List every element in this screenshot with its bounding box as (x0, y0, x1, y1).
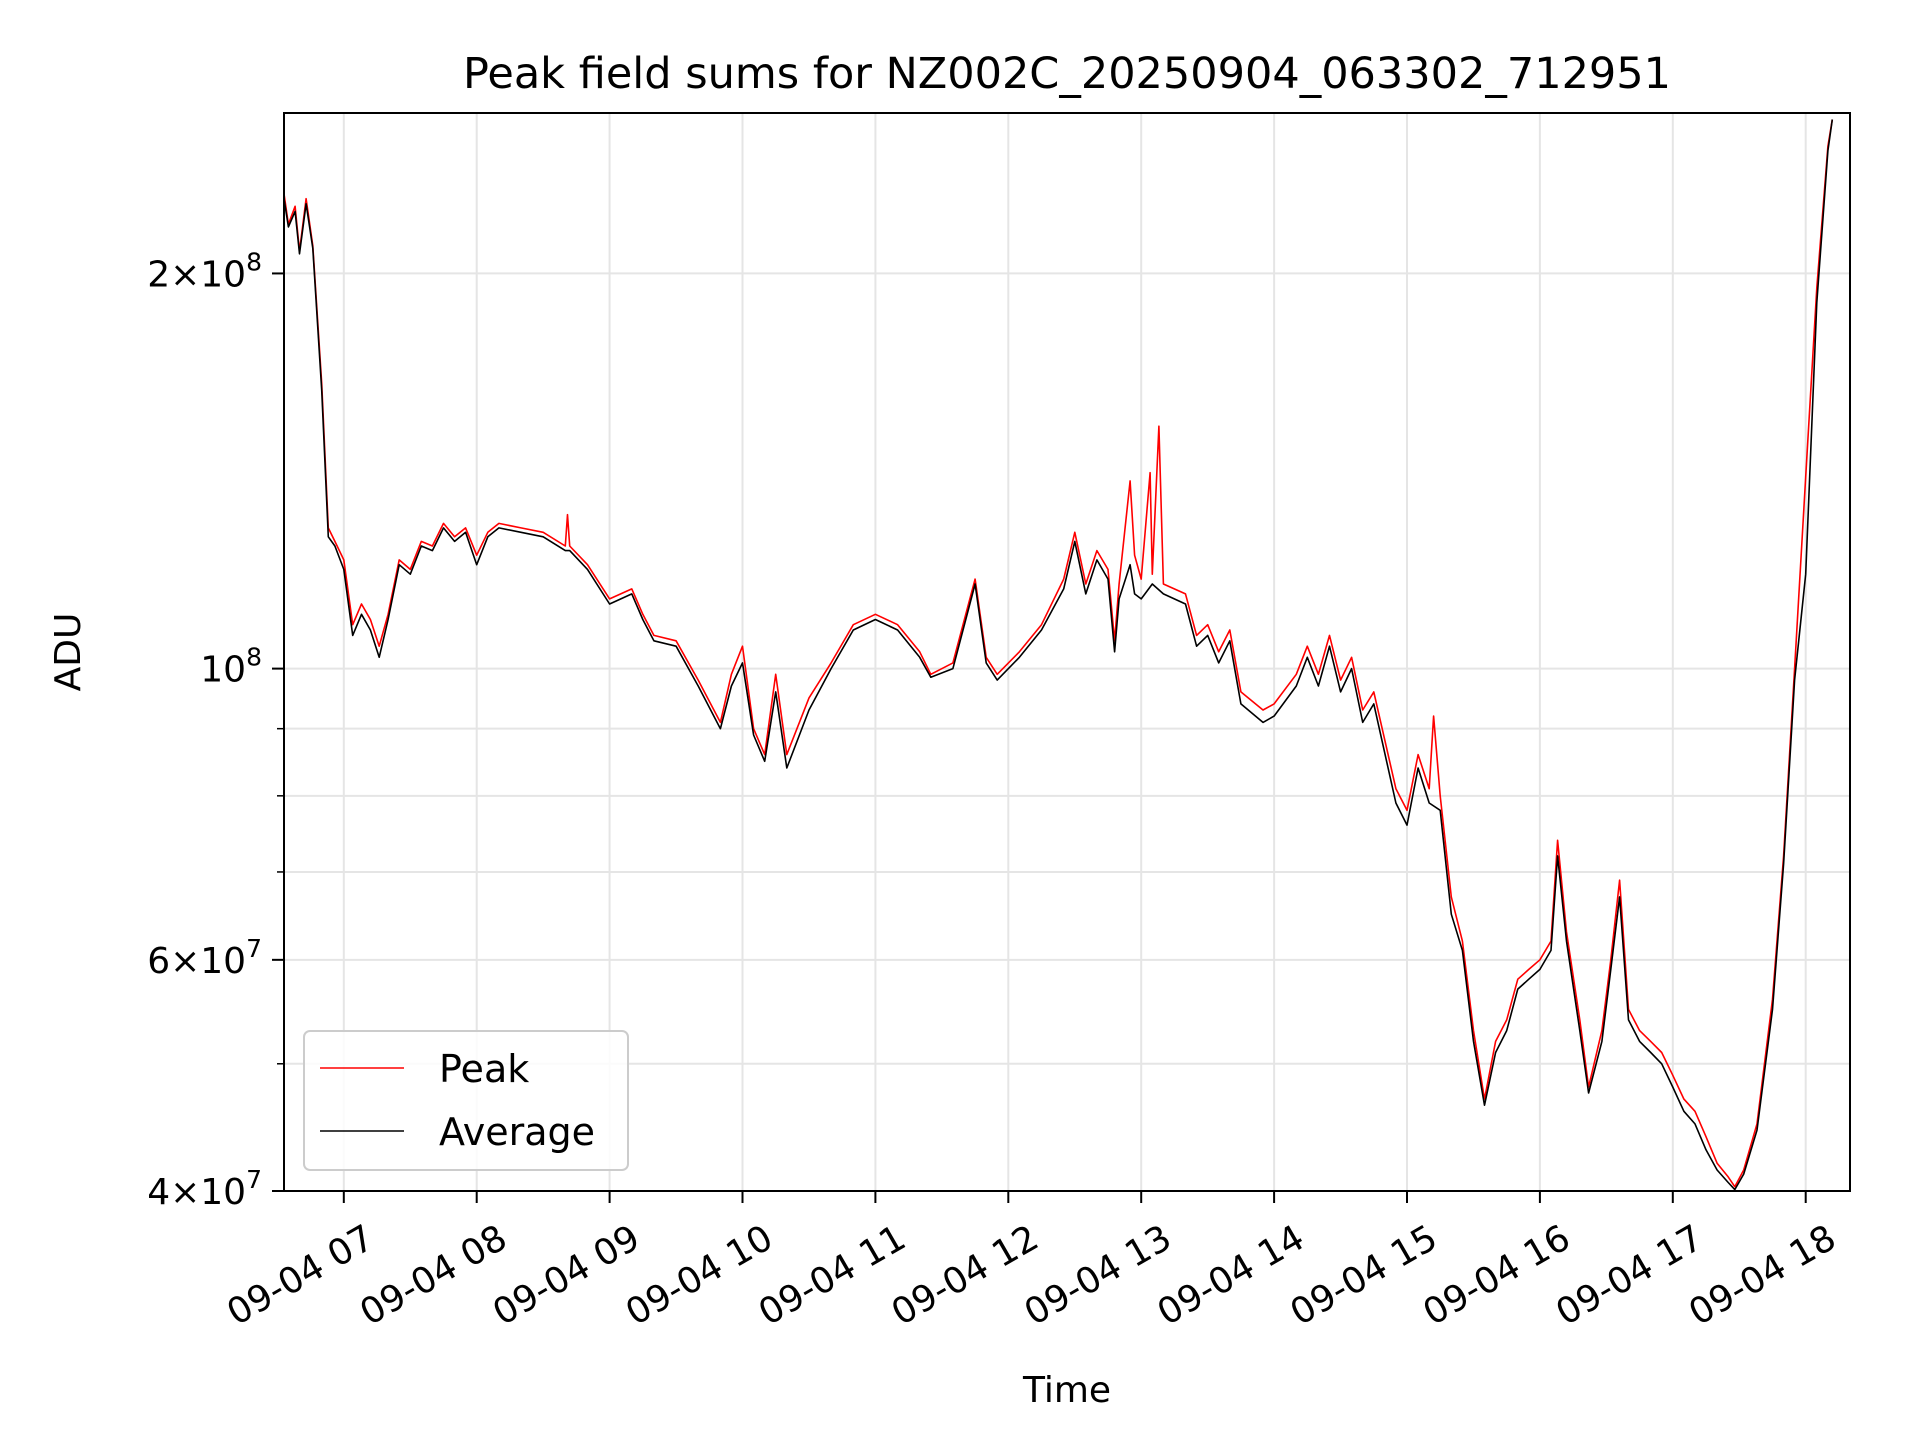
legend-label-average: Average (439, 1110, 595, 1154)
y-tick-label: 2×108 (147, 247, 262, 295)
legend-label-peak: Peak (439, 1047, 529, 1091)
legend: Peak Average (303, 1030, 629, 1171)
y-tick-label: 4×107 (147, 1165, 262, 1213)
series-line-average (283, 119, 1834, 1191)
legend-box (303, 1030, 629, 1171)
chart-title: Peak field sums for NZ002C_20250904_0633… (463, 49, 1671, 99)
plot-series (283, 119, 1834, 1191)
y-tick-label: 108 (200, 643, 262, 691)
y-axis: 2×108 108 6×107 4×107 (147, 247, 284, 1213)
series-line-peak (283, 119, 1834, 1188)
x-axis-label: Time (1022, 1370, 1111, 1411)
plot-area-frame (283, 112, 1851, 1192)
y-tick-label: 6×107 (147, 934, 262, 982)
y-axis-label: ADU (48, 613, 89, 692)
